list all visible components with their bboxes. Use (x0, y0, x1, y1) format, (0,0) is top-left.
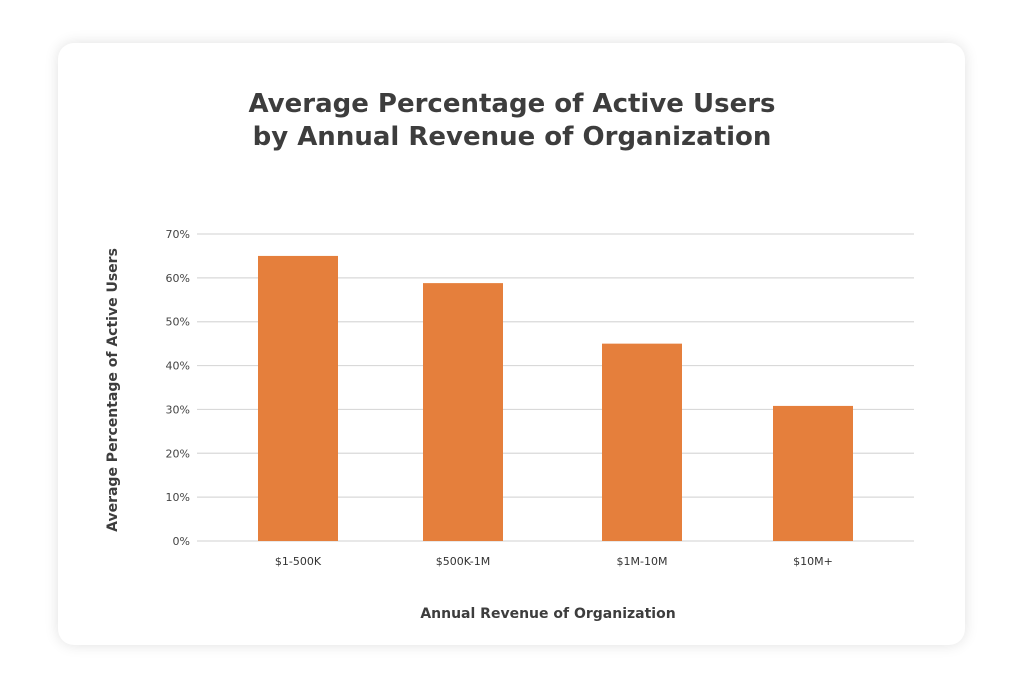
chart-title: Average Percentage of Active Users by An… (0, 88, 1024, 154)
y-tick-label: 20% (166, 447, 190, 460)
bar (258, 255, 338, 541)
bar (773, 405, 853, 541)
bar (423, 283, 503, 541)
y-tick-label: 70% (166, 228, 190, 241)
title-line-1: Average Percentage of Active Users (248, 89, 776, 119)
y-tick-label: 10% (166, 491, 190, 504)
y-tick-label: 60% (166, 272, 190, 285)
x-tick-label: $500K-1M (436, 555, 491, 568)
y-axis-label: Average Percentage of Active Users (105, 248, 121, 532)
x-tick-label: $1-500K (275, 555, 322, 568)
y-tick-label: 0% (173, 535, 190, 548)
chart-card (58, 43, 965, 645)
y-tick-label: 30% (166, 403, 190, 416)
bar (602, 343, 682, 541)
title-line-2: by Annual Revenue of Organization (252, 122, 772, 152)
x-tick-label: $10M+ (793, 555, 833, 568)
x-axis-label: Annual Revenue of Organization (420, 606, 675, 622)
y-tick-label: 50% (166, 316, 190, 329)
y-tick-label: 40% (166, 360, 190, 373)
x-tick-label: $1M-10M (617, 555, 668, 568)
